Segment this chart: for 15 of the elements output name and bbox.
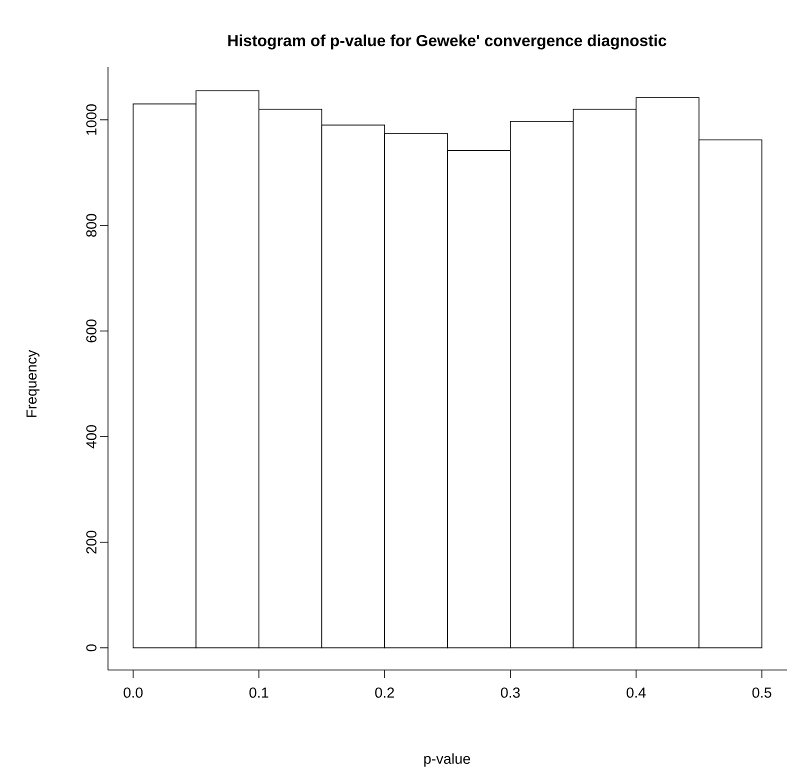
y-tick-label: 800 [86,214,96,237]
y-tick-label: 200 [86,530,96,554]
x-tick-label: 0.2 [375,688,394,698]
y-tick-label: 0 [86,644,96,652]
x-tick-label: 0.4 [626,688,646,698]
y-tick-label: 1000 [86,104,96,135]
y-tick-label: 400 [86,425,96,448]
y-axis-title: Frequency [26,350,40,417]
chart-title: Histogram of p-value for Geweke' convergence diagnostic [228,34,666,50]
x-tick-label: 0.0 [124,688,143,698]
y-tick-label: 600 [86,320,96,342]
x-axis-title: p-value [424,753,470,767]
x-tick-label: 0.5 [752,688,772,698]
x-tick-label: 0.3 [500,688,520,698]
x-tick-label: 0.1 [249,688,268,698]
